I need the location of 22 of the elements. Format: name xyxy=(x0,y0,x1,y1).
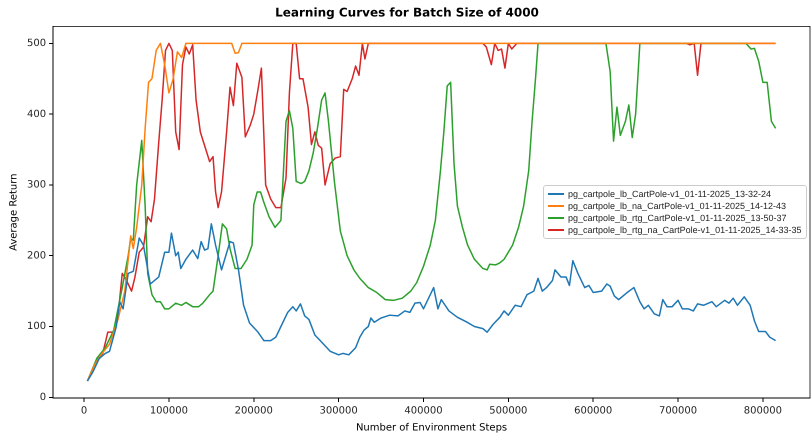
x-tick-label: 800000 xyxy=(744,406,782,417)
x-tick-label: 100000 xyxy=(150,406,188,417)
y-tick-label: 100 xyxy=(26,321,46,332)
x-tick-label: 0 xyxy=(80,406,88,417)
legend-label: pg_cartpole_lb_rtg_CartPole-v1_01-11-2025_13-50-37 xyxy=(568,213,786,224)
legend-label: pg_cartpole_lb_rtg_na_CartPole-v1_01-11-2025_14-33-35 xyxy=(568,225,802,236)
chart-title: Learning Curves for Batch Size of 4000 xyxy=(275,5,539,20)
y-tick-label: 0 xyxy=(40,392,46,403)
x-axis-title: Number of Environment Steps xyxy=(356,422,508,434)
y-tick-label: 200 xyxy=(26,250,46,262)
x-tick-label: 700000 xyxy=(658,406,698,417)
y-tick-label: 300 xyxy=(26,180,46,191)
legend-label: pg_cartpole_lb_CartPole-v1_01-11-2025_13-32-24 xyxy=(568,189,771,200)
y-tick-label: 500 xyxy=(26,38,46,49)
x-tick-label: 600000 xyxy=(574,406,612,417)
legend-label: pg_cartpole_lb_na_CartPole-v1_01-11-2025_14-12-43 xyxy=(568,201,786,212)
x-tick-label: 300000 xyxy=(320,406,358,417)
x-tick-label: 400000 xyxy=(404,406,443,417)
x-tick-label: 500000 xyxy=(489,406,528,417)
x-tick-label: 200000 xyxy=(234,406,273,417)
y-axis-title: Average Return xyxy=(8,173,20,251)
y-tick-label: 400 xyxy=(26,108,46,120)
